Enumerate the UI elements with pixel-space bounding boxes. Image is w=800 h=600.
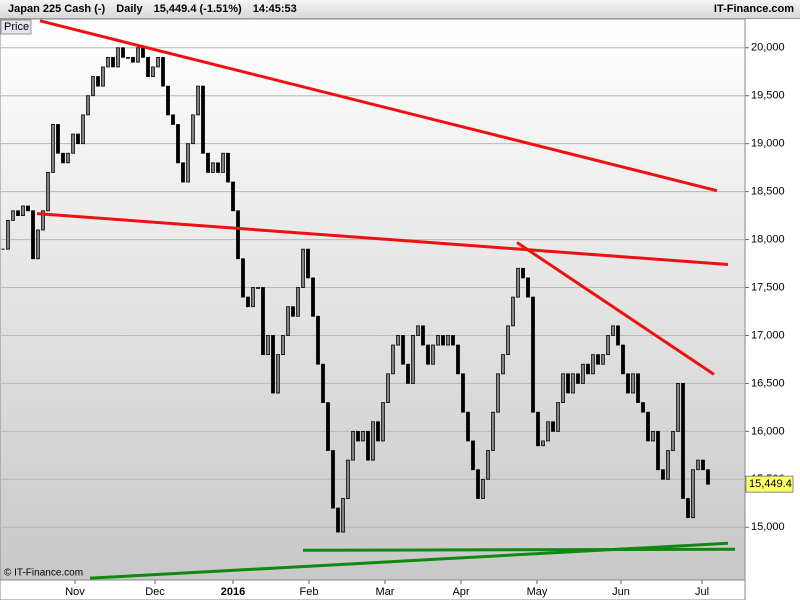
x-tick-label: Dec bbox=[145, 586, 165, 598]
last-price-label: 15,449.4 bbox=[749, 478, 792, 490]
x-axis-strip bbox=[0, 579, 746, 600]
plot-area bbox=[0, 18, 746, 581]
x-tick-label: 2016 bbox=[221, 586, 245, 598]
y-tick-label: 19,500 bbox=[751, 90, 785, 102]
copyright: © IT-Finance.com bbox=[4, 568, 83, 579]
y-tick-label: 18,500 bbox=[751, 186, 785, 198]
candle bbox=[256, 287, 260, 289]
last-price-box bbox=[745, 475, 794, 493]
x-tick-label: Nov bbox=[65, 586, 85, 598]
y-tick-label: 17,500 bbox=[751, 281, 785, 293]
y-tick-label: 18,000 bbox=[751, 233, 785, 245]
y-tick-label: 16,000 bbox=[751, 425, 785, 437]
trendline bbox=[302, 547, 736, 552]
y-tick-label: 20,000 bbox=[751, 42, 785, 54]
header: Japan 225 Cash (-) Daily 15,449.4 (-1.51… bbox=[0, 0, 800, 19]
y-tick-label: 15,000 bbox=[751, 521, 785, 533]
tab[interactable] bbox=[0, 19, 32, 35]
tab-label[interactable]: Price bbox=[4, 21, 29, 33]
x-tick-label: Jun bbox=[612, 586, 630, 598]
candle bbox=[126, 56, 130, 59]
x-tick-label: May bbox=[527, 586, 548, 598]
x-tick-label: Feb bbox=[300, 586, 319, 598]
brand: IT-Finance.com bbox=[713, 3, 794, 15]
trendline bbox=[39, 19, 718, 193]
time: 14:45:53 bbox=[252, 3, 297, 15]
quote: 15,449.4 (-1.51%) bbox=[153, 3, 242, 15]
instrument: Japan 225 Cash (-) bbox=[8, 3, 106, 15]
y-tick-label: 17,000 bbox=[751, 329, 785, 341]
x-tick-label: Apr bbox=[452, 586, 469, 598]
trendline bbox=[516, 241, 715, 376]
marks bbox=[1, 19, 736, 580]
x-tick-label: Mar bbox=[376, 586, 395, 598]
y-tick-label: 19,000 bbox=[751, 138, 785, 150]
x-tick-label: Jul bbox=[695, 586, 709, 598]
candle bbox=[1, 248, 5, 250]
y-tick-label: 16,500 bbox=[751, 377, 785, 389]
trendline bbox=[89, 541, 729, 580]
grid bbox=[0, 47, 745, 528]
trendline bbox=[36, 212, 729, 266]
period: Daily bbox=[116, 3, 143, 15]
